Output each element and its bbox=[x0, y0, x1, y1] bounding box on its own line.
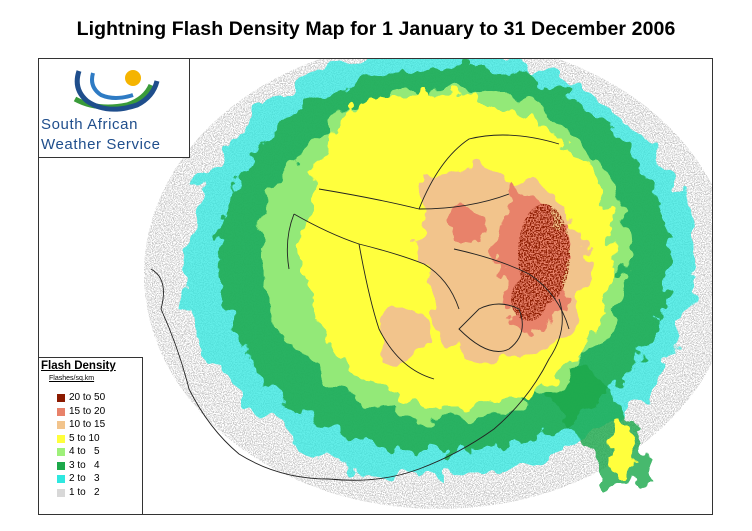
legend-label: 10 to 15 bbox=[69, 419, 106, 430]
legend-label: 4 to 5 bbox=[69, 446, 100, 457]
map-panel[interactable]: South African Weather Service Flash Dens… bbox=[38, 58, 713, 515]
flash-density-map[interactable] bbox=[39, 59, 712, 514]
legend-label: 15 to 20 bbox=[69, 405, 106, 417]
legend-swatch bbox=[57, 434, 65, 443]
legend-label: 3 to 4 bbox=[69, 459, 100, 471]
legend-title: Flash Density bbox=[41, 360, 116, 372]
legend-label: 2 to 3 bbox=[69, 473, 100, 484]
legend-swatch bbox=[57, 394, 65, 402]
legend-subtitle: Flashes/sq.km bbox=[49, 375, 95, 382]
legend-swatch bbox=[57, 448, 65, 456]
legend-swatch bbox=[57, 475, 65, 483]
density-zone-20-50 bbox=[511, 204, 570, 321]
logo-emblem-icon bbox=[73, 70, 160, 112]
saws-logo: South African Weather Service bbox=[39, 59, 190, 158]
legend-swatch bbox=[57, 461, 65, 470]
legend-label: 20 to 50 bbox=[69, 392, 106, 403]
map-title: Lightning Flash Density Map for 1 Januar… bbox=[76, 18, 676, 40]
legend: Flash Density Flashes/sq.km 20 to 50 15 t… bbox=[39, 357, 143, 514]
logo-text-line1: South African bbox=[41, 116, 139, 133]
legend-swatch bbox=[57, 421, 65, 429]
legend-label: 5 to 10 bbox=[69, 432, 100, 444]
legend-label: 1 to 2 bbox=[69, 486, 100, 498]
legend-swatch bbox=[57, 488, 65, 497]
legend-swatch bbox=[57, 407, 65, 416]
logo-text-line2: Weather Service bbox=[41, 136, 161, 153]
country-borders bbox=[150, 134, 570, 481]
